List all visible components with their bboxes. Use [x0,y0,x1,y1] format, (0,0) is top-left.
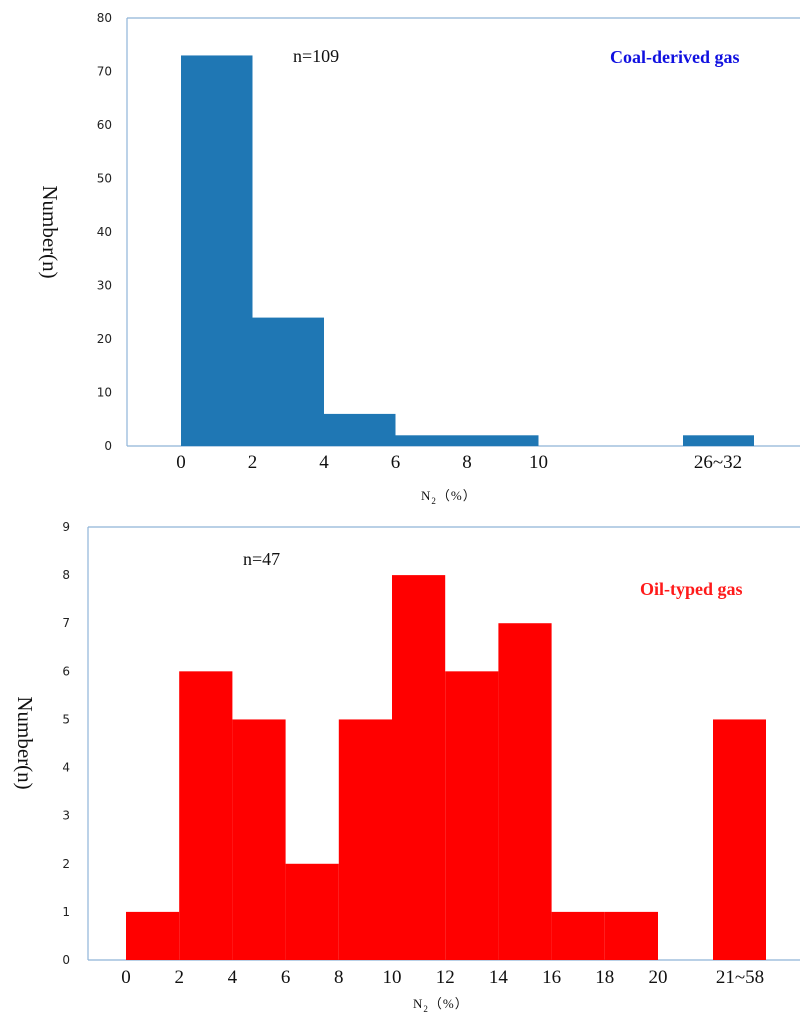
coal-bar-4-6 [324,413,396,446]
coal-x-tick-label: 0 [176,452,186,473]
oil-x-tick-labels: 0 2 4 6 8 10 12 14 16 18 20 21~58 [121,967,764,988]
oil-bar-0-2 [126,911,180,960]
oil-bar-16-18 [551,911,605,960]
oil-bar-4-6 [232,719,286,960]
oil-x-tick-label: 2 [174,967,184,988]
oil-x-tick-label: 0 [121,967,131,988]
coal-annotation: n=109 [293,46,339,66]
oil-y-tick-label: 2 [62,857,70,871]
oil-bar-14-16 [498,623,552,960]
coal-y-tick-label: 70 [97,65,112,79]
oil-y-tick-labels: 0 1 2 3 4 5 6 7 8 9 [62,520,70,967]
oil-x-tick-label: 14 [489,967,509,988]
oil-y-tick-label: 8 [62,568,70,582]
oil-y-tick-label: 4 [62,761,70,775]
oil-bar-6-8 [285,863,339,960]
oil-x-tick-label: 6 [281,967,291,988]
coal-x-tick-label: 2 [248,452,258,473]
oil-y-tick-label: 9 [62,520,70,534]
coal-x-tick-label: 8 [462,452,472,473]
oil-bar-21~58 [713,719,766,960]
coal-xlabel-sub: 2 [431,496,437,506]
oil-x-tick-label: 10 [383,967,402,988]
oil-annotation: n=47 [243,549,280,569]
coal-y-tick-label: 40 [97,225,112,239]
coal-y-tick-labels: 0 10 20 30 40 50 60 70 80 [97,11,112,453]
coal-x-tick-label: 4 [319,452,329,473]
oil-x-tick-label: 16 [542,967,561,988]
coal-bars [181,55,754,446]
oil-xlabel-tail: （%） [429,996,469,1011]
coal-y-tick-label: 50 [97,172,112,186]
oil-bar-12-14 [445,671,499,960]
oil-xlabel-sub: 2 [423,1004,429,1014]
coal-xlabel-main: N [421,488,431,503]
oil-y-tick-label: 6 [62,664,70,678]
coal-y-axis-title: Number(n) [38,185,62,278]
oil-x-tick-label: 20 [649,967,668,988]
coal-y-tick-label: 60 [97,118,112,132]
coal-y-tick-label: 20 [97,332,112,346]
oil-bar-10-12 [392,575,446,960]
oil-bar-8-10 [338,719,392,960]
oil-x-tick-label: 8 [334,967,344,988]
oil-x-tick-label: 21~58 [716,967,764,988]
coal-y-tick-label: 10 [97,386,112,400]
coal-xlabel-tail: （%） [437,488,477,503]
coal-bar-26~32 [683,435,754,446]
coal-bar-8-10 [467,435,539,446]
oil-x-axis-title: N2（%） [413,996,469,1014]
oil-y-tick-label: 5 [62,712,70,726]
coal-bar-6-8 [395,435,467,446]
oil-y-axis-title: Number(n) [13,696,37,789]
oil-bars [126,575,766,960]
oil-x-tick-label: 18 [595,967,614,988]
coal-bar-0-2 [181,55,253,446]
oil-legend-title: Oil-typed gas [640,579,743,599]
coal-x-tick-label: 26~32 [694,452,742,473]
coal-y-tick-label: 80 [97,11,112,25]
oil-bar-2-4 [179,671,233,960]
coal-y-tick-label: 0 [104,439,112,453]
coal-y-tick-label: 30 [97,279,112,293]
oil-y-tick-label: 1 [62,905,70,919]
coal-x-tick-label: 6 [391,452,401,473]
oil-y-tick-label: 0 [62,953,70,967]
oil-y-tick-label: 3 [62,809,70,823]
coal-derived-chart: 0 10 20 30 40 50 60 70 80 0 2 4 6 8 10 26~32 n=109 Coa… [38,11,800,506]
oil-bar-18-20 [604,911,658,960]
coal-x-axis-title: N2（%） [421,488,477,506]
coal-x-tick-label: 10 [529,452,548,473]
oil-x-tick-label: 4 [228,967,238,988]
oil-xlabel-main: N [413,996,423,1011]
oil-x-tick-label: 12 [436,967,455,988]
coal-bar-2-4 [252,317,324,446]
oil-y-tick-label: 7 [62,616,70,630]
coal-legend-title: Coal-derived gas [610,47,740,67]
coal-x-tick-labels: 0 2 4 6 8 10 26~32 [176,452,742,473]
